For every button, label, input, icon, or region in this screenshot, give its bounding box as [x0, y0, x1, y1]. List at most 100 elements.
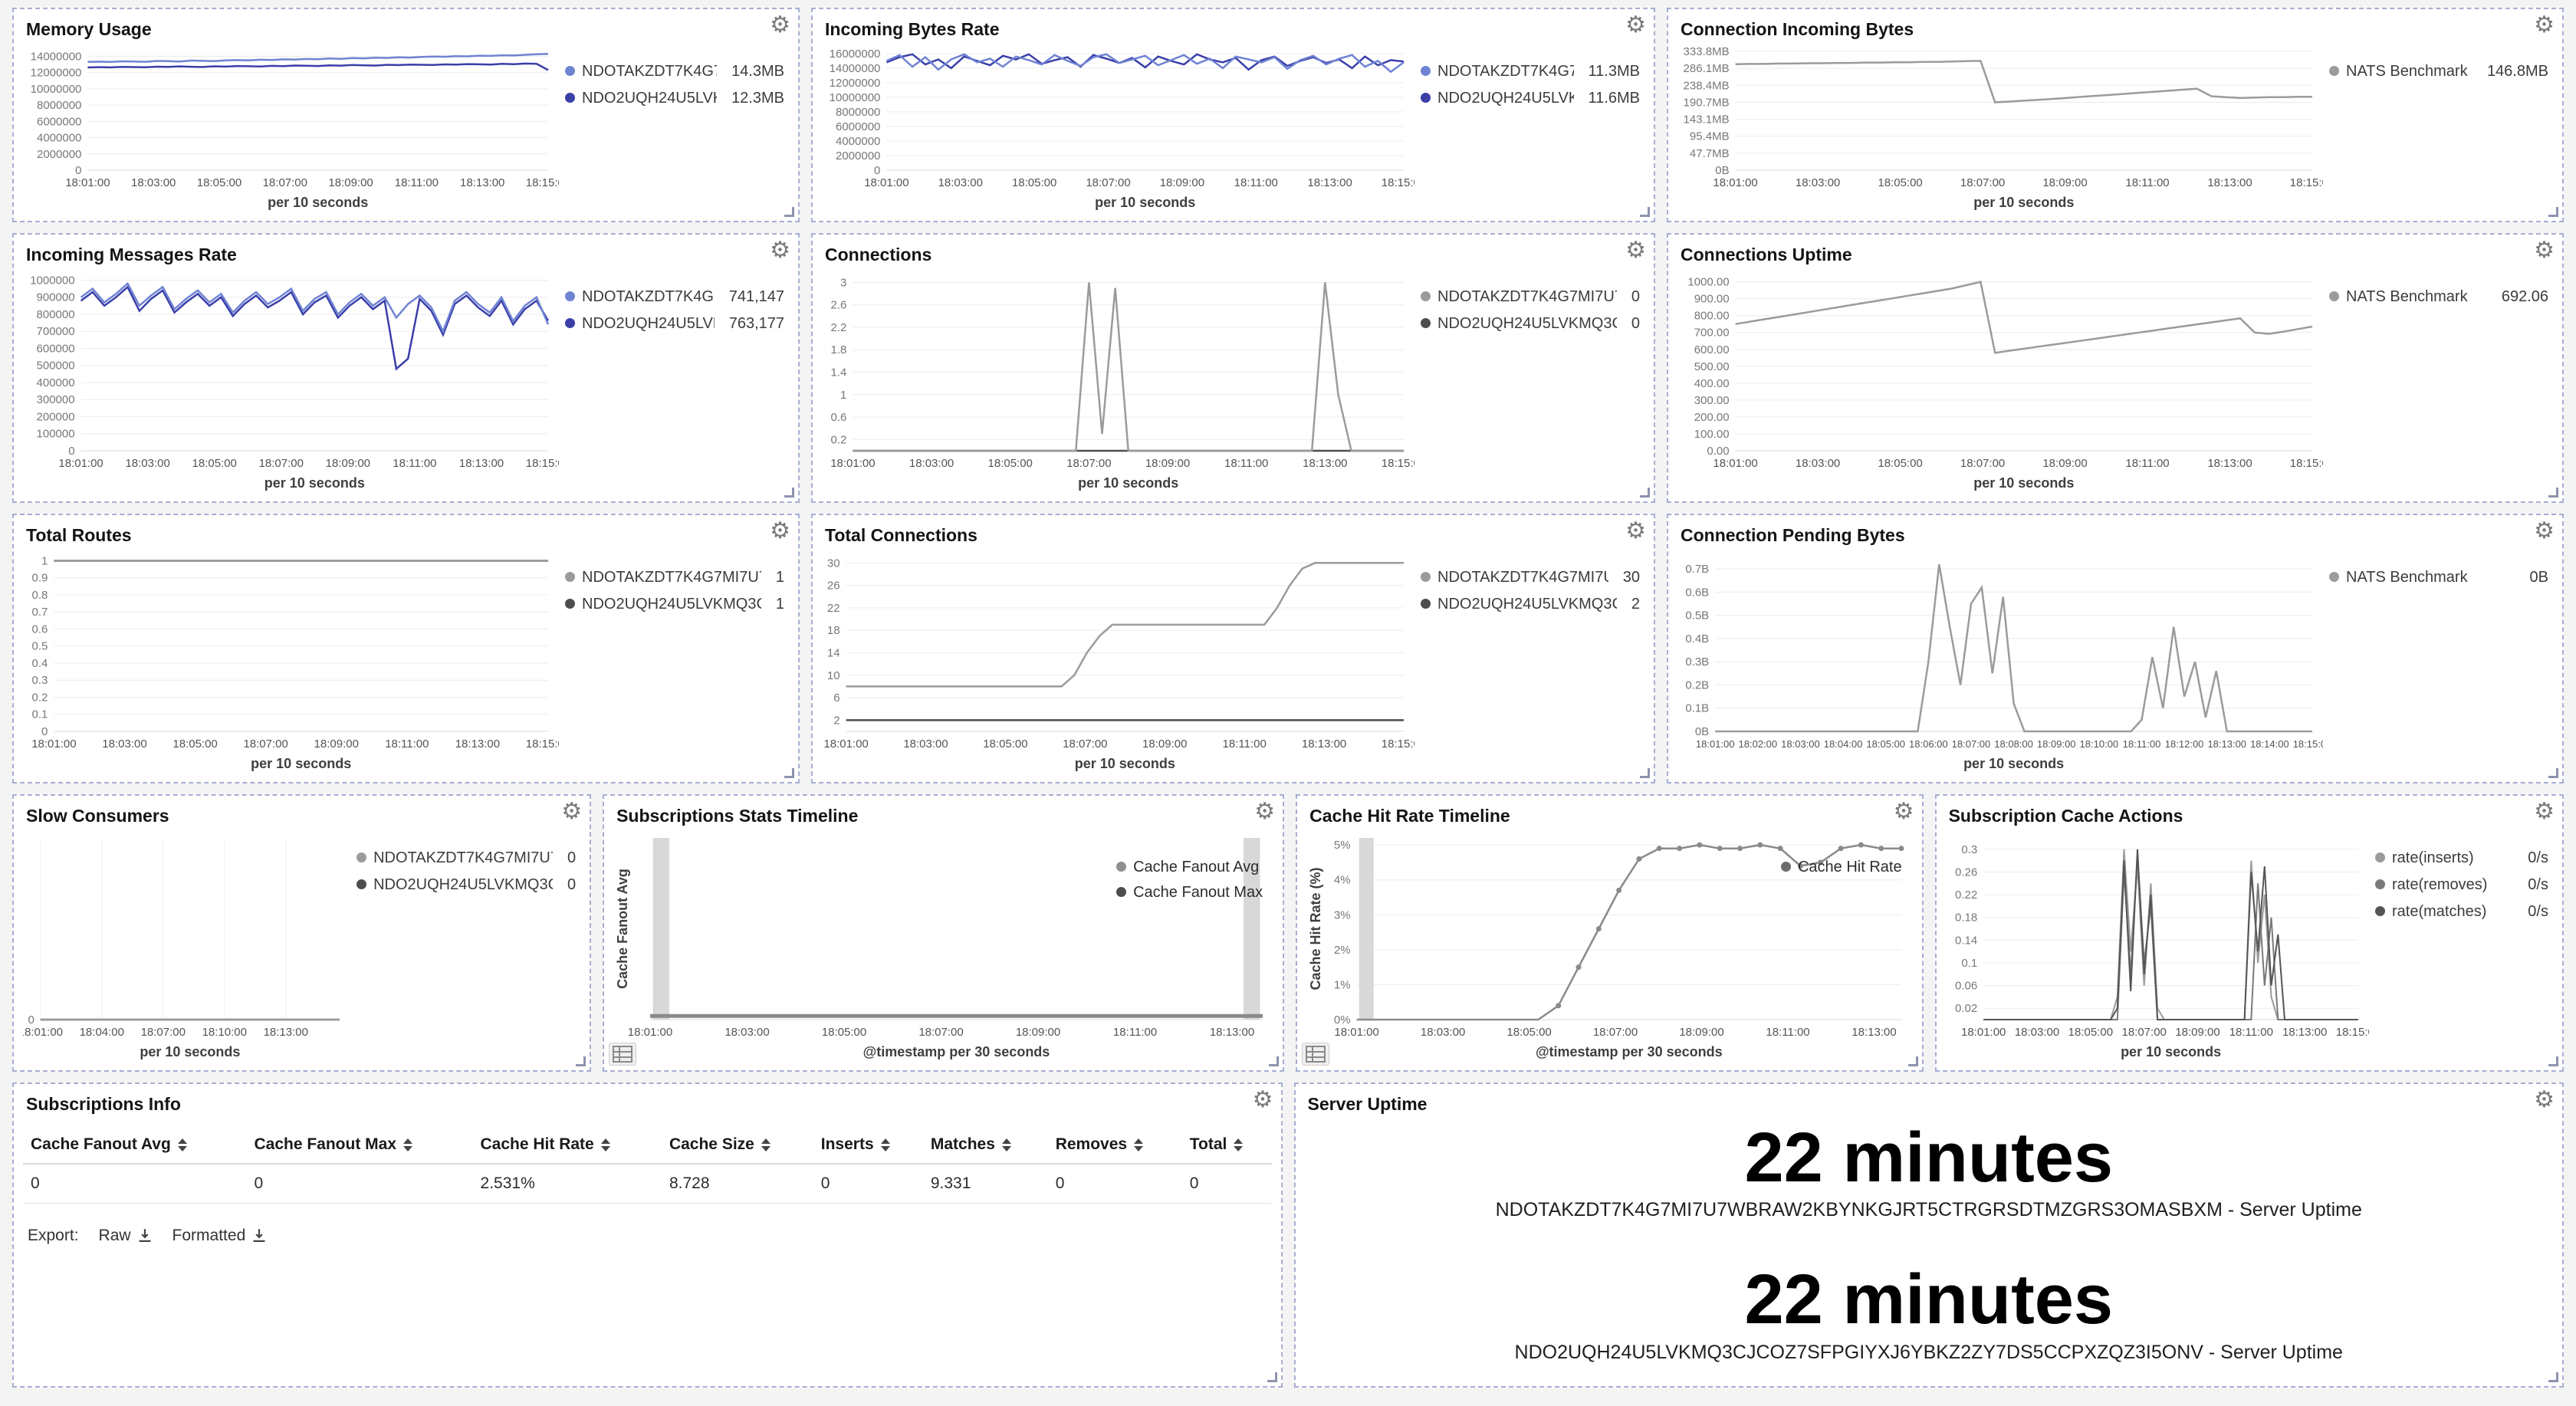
series-dot-icon: [1421, 66, 1431, 77]
gear-icon[interactable]: ⚙: [2534, 798, 2555, 825]
subscriptions-info-table: Cache Fanout Avg Cache Fanout Max Cache Hi…: [23, 1125, 1272, 1204]
svg-text:18:07:00: 18:07:00: [141, 1026, 186, 1039]
legend-item[interactable]: NATS Benchmark 692.06: [2329, 287, 2548, 306]
column-header[interactable]: Inserts: [813, 1125, 923, 1165]
svg-text:1: 1: [41, 554, 48, 567]
column-header[interactable]: Removes: [1047, 1125, 1182, 1165]
column-header[interactable]: Cache Size: [661, 1125, 813, 1165]
subscriptions-stats-timeline-chart[interactable]: 18:01:00 18:03:00 18:05:00 18:07:00 18:09:00…: [613, 829, 1273, 1063]
legend-item[interactable]: NDOTAKZDT7K4G7M... 741,147: [565, 287, 784, 306]
gear-icon[interactable]: ⚙: [1625, 517, 1646, 544]
legend-item[interactable]: NDO2UQH24U5LVK... 11.6MB: [1421, 89, 1640, 107]
gear-icon[interactable]: ⚙: [770, 11, 790, 38]
legend-item[interactable]: NDOTAKZDT7K4G7MI7U7W... 0: [1421, 287, 1640, 306]
connections-uptime-chart[interactable]: 0.00 100.00 200.00 300.00 400.00 500.00 600.00…: [1677, 268, 2323, 494]
column-header[interactable]: Total: [1181, 1125, 1272, 1165]
legend-item[interactable]: NDOTAKZDT7K4G7MI7U7W... 1: [565, 568, 784, 586]
svg-text:18:11:00: 18:11:00: [395, 176, 439, 189]
cache-hit-rate-timeline-chart[interactable]: 0% 1% 2% 3% 4% 5% 18:01:00 18:03:00 18:05:00 18:0…: [1306, 829, 1912, 1063]
resize-handle-icon[interactable]: [576, 1056, 586, 1066]
gear-icon[interactable]: ⚙: [1893, 798, 1914, 825]
legend-item[interactable]: rate(inserts) 0/s: [2374, 849, 2548, 867]
legend-item[interactable]: rate(matches) 0/s: [2374, 902, 2548, 921]
incoming-bytes-rate-chart[interactable]: 0 2000000 4000000 6000000 8000000 10000000 120…: [822, 42, 1414, 213]
table-toggle-icon[interactable]: [609, 1043, 637, 1066]
slow-consumers-chart[interactable]: 018:01:00 18:04:00 18:07:00 18:10:00 18:13:0…: [23, 829, 350, 1063]
legend-item[interactable]: NATS Benchmark 146.8MB: [2329, 62, 2548, 80]
column-header[interactable]: Matches: [922, 1125, 1048, 1165]
resize-handle-icon[interactable]: [784, 488, 794, 498]
gear-icon[interactable]: ⚙: [2534, 1086, 2555, 1113]
panel-title: Subscriptions Stats Timeline: [616, 806, 859, 826]
svg-text:18:01:00: 18:01:00: [830, 457, 875, 470]
resize-handle-icon[interactable]: [2548, 1056, 2558, 1066]
column-header[interactable]: Cache Fanout Avg: [23, 1125, 247, 1165]
resize-handle-icon[interactable]: [784, 207, 794, 217]
resize-handle-icon[interactable]: [1640, 488, 1650, 498]
resize-handle-icon[interactable]: [1267, 1372, 1277, 1382]
gear-icon[interactable]: ⚙: [561, 798, 583, 825]
svg-text:18:03:00: 18:03:00: [909, 457, 954, 470]
total-connections-chart[interactable]: 2 6 10 14 18 22 26 30 18:01:00 18:03:00 18:05:00 18…: [822, 548, 1414, 774]
legend-item[interactable]: NDO2UQH24U5LVKMQ3CJ... 2: [1421, 595, 1640, 613]
legend-item[interactable]: NDO2UQH24U5LVK... 763,177: [565, 314, 784, 333]
incoming-messages-rate-chart[interactable]: 0 100000 200000 300000 400000 500000 600000 700…: [23, 268, 559, 494]
connection-pending-bytes-chart[interactable]: 0B 0.1B 0.2B 0.3B 0.4B 0.5B 0.6B 0.7B 18:01:00 18…: [1677, 548, 2323, 774]
memory-usage-chart[interactable]: 0 2000000 4000000 6000000 8000000 10000000 120…: [23, 42, 559, 213]
column-header[interactable]: Cache Fanout Max: [246, 1125, 473, 1165]
gear-icon[interactable]: ⚙: [2534, 517, 2555, 544]
legend-item[interactable]: NDO2UQH24U5LVKMQ3CJ... 1: [565, 595, 784, 613]
total-routes-chart[interactable]: 0 0.1 0.2 0.3 0.4 0.5 0.6 0.7 0.8 0.9 1 18:01:00 18:…: [23, 548, 559, 774]
legend-item[interactable]: NDO2UQH24U5LVK... 12.3MB: [565, 89, 784, 107]
gear-icon[interactable]: ⚙: [1625, 11, 1646, 38]
gear-icon[interactable]: ⚙: [2534, 11, 2555, 38]
chart-legend: NATS Benchmark 692.06: [2323, 268, 2553, 494]
legend-item[interactable]: NDOTAKZDT7K4G7MI7U7... 30: [1421, 568, 1640, 586]
resize-handle-icon[interactable]: [1269, 1056, 1280, 1066]
export-raw-link[interactable]: Raw: [99, 1227, 153, 1245]
svg-text:18:15:00: 18:15:00: [2335, 1026, 2368, 1039]
connections-chart[interactable]: 0.2 0.6 1 1.4 1.8 2.2 2.6 3 18:01:00 18:03:00 18:0…: [822, 268, 1414, 494]
dashboard-row-3: Total Routes ⚙ 0 0.1 0.2 0.3 0.4 0.5 0.6 0.7 0.8…: [12, 514, 2564, 783]
svg-text:18:13:00: 18:13:00: [459, 457, 504, 470]
legend-item[interactable]: Cache Hit Rate: [1780, 858, 1902, 876]
gear-icon[interactable]: ⚙: [1254, 798, 1276, 825]
resize-handle-icon[interactable]: [2548, 488, 2558, 498]
legend-item[interactable]: NDOTAKZDT7K4G7M... 14.3MB: [565, 62, 784, 80]
svg-text:300000: 300000: [37, 393, 75, 406]
legend-item[interactable]: Cache Fanout Max: [1116, 883, 1263, 902]
legend-item[interactable]: NDOTAKZDT7K4G7M... 11.3MB: [1421, 62, 1640, 80]
gear-icon[interactable]: ⚙: [1252, 1086, 1273, 1113]
gear-icon[interactable]: ⚙: [770, 237, 790, 264]
legend-item[interactable]: NDO2UQH24U5LVKMQ3CJ... 0: [356, 875, 576, 894]
legend-item[interactable]: Cache Fanout Avg: [1116, 858, 1259, 876]
gear-icon[interactable]: ⚙: [1625, 237, 1646, 264]
legend-item[interactable]: NDO2UQH24U5LVKMQ3CJ... 0: [1421, 314, 1640, 333]
connection-incoming-bytes-chart[interactable]: 0B 47.7MB 95.4MB 143.1MB 190.7MB 238.4MB 286.1…: [1677, 42, 2323, 213]
svg-text:14000000: 14000000: [830, 62, 881, 75]
dashboard-row-4: Slow Consumers ⚙ 018:01:0018:04:0018:07:…: [12, 794, 2564, 1072]
legend-item[interactable]: NATS Benchmark 0B: [2329, 568, 2548, 586]
resize-handle-icon[interactable]: [1640, 207, 1650, 217]
resize-handle-icon[interactable]: [2548, 768, 2558, 778]
table-toggle-icon[interactable]: [1302, 1043, 1330, 1066]
subscription-cache-actions-chart[interactable]: 0.02 0.06 0.1 0.14 0.18 0.22 0.26 0.3 18:01:00 18…: [1946, 829, 2369, 1063]
gear-icon[interactable]: ⚙: [2534, 237, 2555, 264]
column-header[interactable]: Cache Hit Rate: [472, 1125, 662, 1165]
legend-label: NDOTAKZDT7K4G7M...: [582, 62, 717, 80]
chart-legend: NATS Benchmark 146.8MB: [2323, 42, 2553, 213]
resize-handle-icon[interactable]: [1907, 1056, 1918, 1066]
resize-handle-icon[interactable]: [2548, 207, 2558, 217]
gear-icon[interactable]: ⚙: [770, 517, 790, 544]
svg-text:18:13:00: 18:13:00: [1852, 1026, 1896, 1039]
resize-handle-icon[interactable]: [1640, 768, 1650, 778]
resize-handle-icon[interactable]: [784, 768, 794, 778]
table-cell: 0: [23, 1163, 247, 1204]
svg-text:18:05:00: 18:05:00: [1506, 1026, 1551, 1039]
legend-item[interactable]: rate(removes) 0/s: [2374, 875, 2548, 894]
resize-handle-icon[interactable]: [2548, 1372, 2558, 1382]
legend-item[interactable]: NDOTAKZDT7K4G7MI7U7W... 0: [356, 849, 576, 867]
svg-text:0.6: 0.6: [831, 411, 847, 424]
svg-text:per 10 seconds: per 10 seconds: [251, 756, 351, 771]
export-formatted-link[interactable]: Formatted: [172, 1227, 268, 1245]
